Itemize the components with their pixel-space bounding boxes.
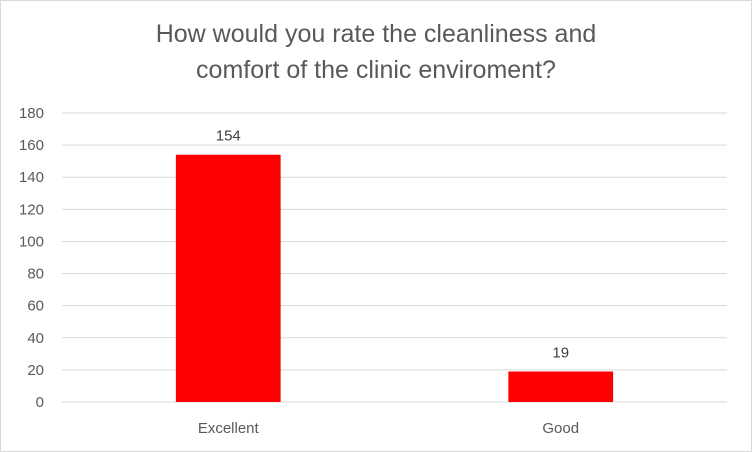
y-tick-label: 80 bbox=[27, 266, 44, 283]
y-tick-label: 180 bbox=[19, 105, 44, 122]
y-tick-label: 20 bbox=[27, 362, 44, 379]
data-label: 154 bbox=[216, 128, 241, 145]
bar bbox=[175, 154, 281, 402]
x-tick-label: Good bbox=[542, 420, 579, 437]
chart-title: How would you rate the cleanliness and c… bbox=[0, 16, 752, 88]
y-tick-label: 120 bbox=[19, 201, 44, 218]
chart-title-line-2: comfort of the clinic enviroment? bbox=[196, 56, 556, 84]
x-tick-label: Excellent bbox=[198, 420, 260, 437]
y-tick-label: 140 bbox=[19, 169, 44, 186]
chart-title-line-1: How would you rate the cleanliness and bbox=[155, 20, 597, 48]
y-tick-label: 100 bbox=[19, 233, 44, 250]
y-tick-label: 60 bbox=[27, 298, 44, 315]
y-tick-label: 0 bbox=[36, 394, 44, 411]
bar bbox=[508, 371, 614, 402]
data-label: 19 bbox=[552, 344, 569, 361]
y-tick-label: 40 bbox=[27, 330, 44, 347]
y-tick-label: 160 bbox=[19, 137, 44, 154]
